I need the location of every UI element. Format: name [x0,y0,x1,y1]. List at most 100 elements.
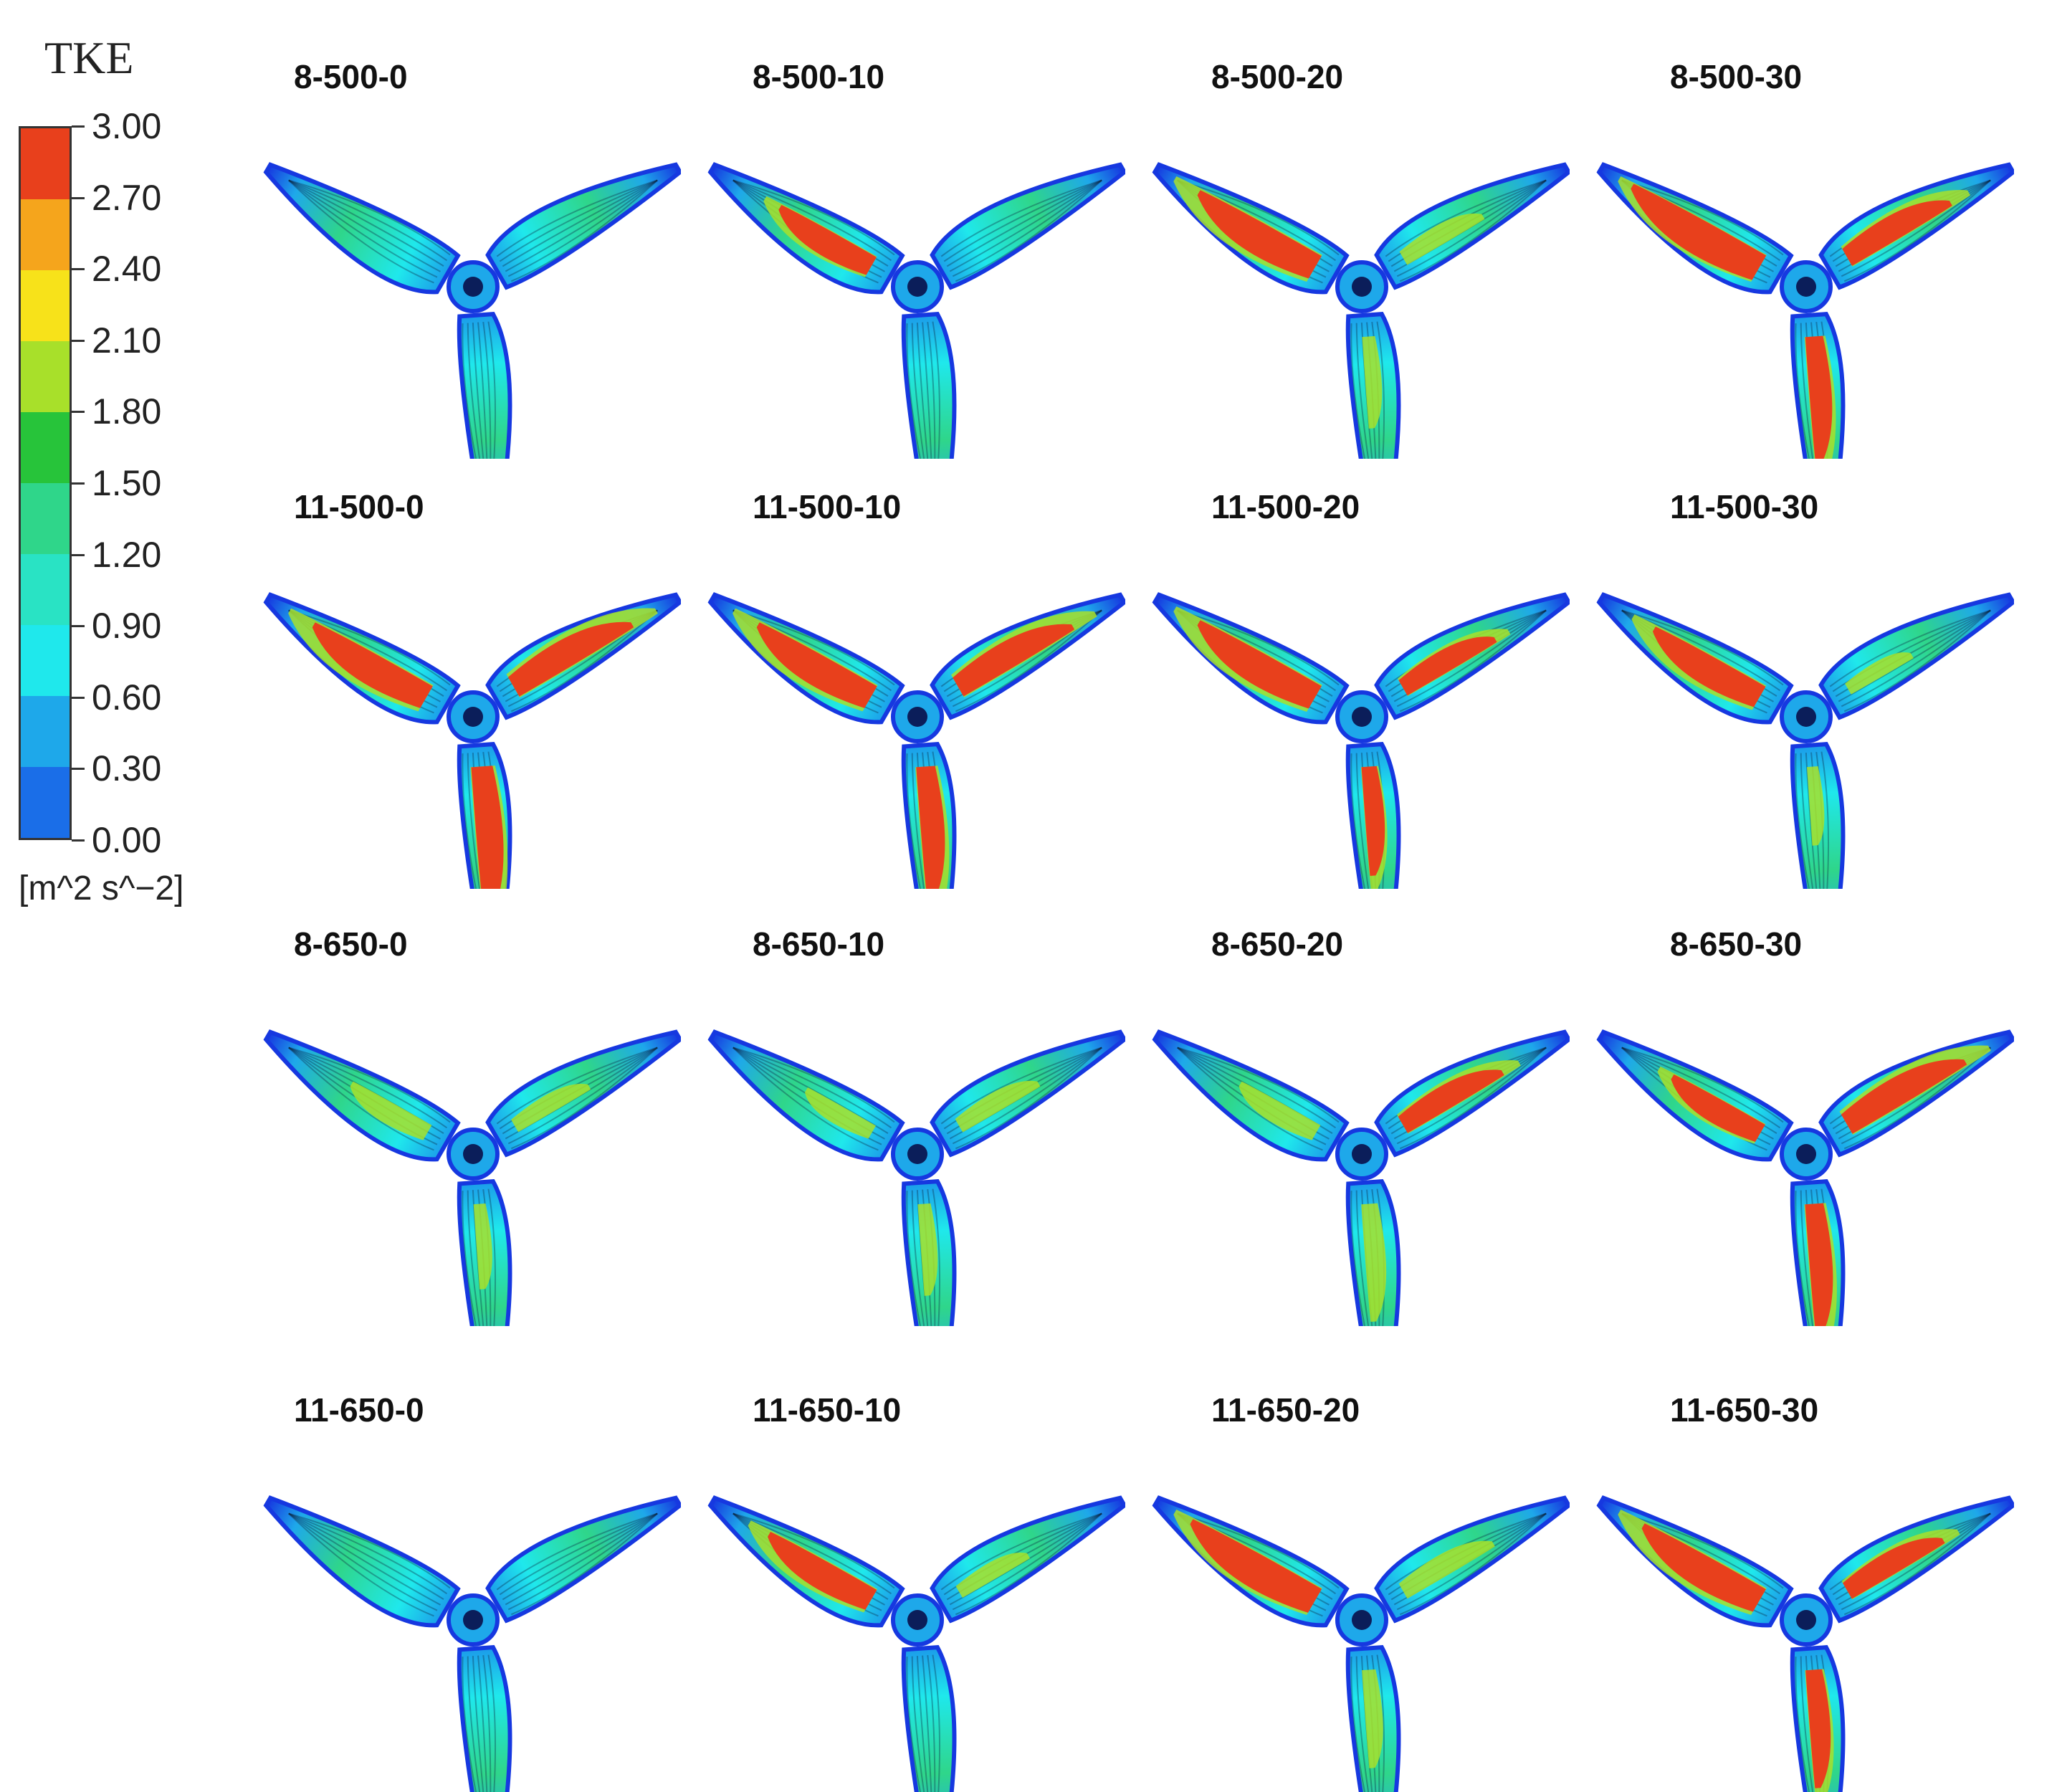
blade-streamline [932,1188,941,1326]
tke-hot-region [756,622,877,708]
blade-streamline [1800,753,1814,889]
blade-streamline [467,1190,481,1326]
blade-streamline [911,1656,925,1792]
blade-streamline [1376,1654,1385,1792]
panel-label: 8-500-30 [1670,58,1803,95]
blade-streamline [1177,1047,1323,1151]
hub-center [463,277,483,297]
blade-streamline [1385,179,1547,257]
blade-streamline [502,1512,658,1601]
rotor-panel: 8-650-20 [1125,882,1570,1326]
blade-streamline [462,1191,477,1326]
legend-title: TKE [44,32,134,83]
tke-hot-region [1671,1074,1765,1142]
blade-streamline [732,1512,892,1595]
tke-hot-region [1631,184,1767,280]
blade-streamline [732,179,895,256]
rotor-rendering [1152,592,1570,889]
tke-warm-region [1845,652,1914,695]
hub-center [1352,707,1372,727]
blade-streamline [505,179,658,272]
rotor-panel: 8-500-30 [1570,14,2014,459]
rotor-panel: 8-650-10 [681,882,1125,1326]
legend-tick-mark [72,553,85,556]
blade-streamline [1841,609,1991,707]
panel-label: 11-500-10 [753,488,902,525]
rotor-panel: 11-650-20 [1125,1348,1570,1792]
blade-streamline [952,1047,1102,1145]
blade-streamline [487,1188,497,1326]
blade-streamline [911,323,925,459]
panel-label: 8-650-10 [753,925,885,963]
blade-streamline [467,323,481,459]
panel-label: 11-650-30 [1670,1391,1819,1429]
blade-streamline [507,179,658,277]
blade-streamline [496,1047,658,1125]
rotor-blade [485,1495,681,1624]
blade-streamline [288,179,448,262]
tke-hot-region [1843,1538,1945,1599]
rotor-panel: 8-650-0 [237,882,681,1326]
blade-streamline [1621,179,1784,256]
rotor-rendering [1596,1029,2014,1326]
blade-streamline [1800,323,1814,459]
blade-streamline [732,1512,895,1589]
hub-center [1352,277,1372,297]
hub-center [463,1144,483,1164]
tke-hot-region [312,622,433,708]
rotor-rendering [707,1495,1125,1792]
tke-warm-region [804,1087,877,1139]
blade-streamline [1396,179,1547,277]
blade-streamline [288,1512,434,1617]
tke-hot-region [1398,637,1497,696]
blade-streamline [916,1656,929,1792]
blade-streamline [932,321,941,459]
blade-streamline [955,179,1102,282]
legend-band [21,412,70,483]
blade-streamline [1350,753,1366,889]
blade-streamline [1795,1191,1810,1326]
blade-streamline [1396,609,1547,707]
panel-label: 11-500-20 [1211,488,1360,525]
hub-center [1796,707,1816,727]
rotor-rendering [1152,1495,1570,1792]
blade-streamline [1177,609,1340,686]
panel-label: 11-650-10 [753,1391,902,1429]
blade-streamline [943,179,1102,262]
blade-streamline [940,1047,1102,1125]
panel-label: 8-500-10 [753,58,885,95]
blade-streamline [1621,1047,1781,1129]
legend-tick-label: 0.90 [92,606,162,647]
blade-streamline [288,1047,448,1129]
tke-warm-region [473,1203,492,1290]
blade-streamline [288,179,438,278]
panel-label: 11-650-0 [294,1391,424,1429]
panel-label: 8-650-30 [1670,925,1803,963]
blade-streamline [472,1656,485,1792]
blade-streamline [510,1047,658,1150]
rotor-panel: 11-500-10 [681,444,1125,889]
blade-streamline [952,179,1102,277]
blade-streamline [1396,1512,1547,1611]
tke-hot-region [507,621,634,697]
tke-hot-region [1841,1059,1967,1134]
rotor-blade [263,1495,461,1628]
blade-streamline [906,323,922,459]
tke-warm-region [350,1081,432,1140]
blade-streamline [916,323,929,459]
rotor-rendering [263,1029,681,1326]
tke-warm-region [1362,1669,1383,1768]
blade-streamline [1396,1047,1547,1145]
blade-streamline [1795,753,1810,889]
rotor-blade [485,162,681,290]
legend-tick-mark [72,268,85,271]
blade-streamline [1843,1512,1991,1616]
blade-streamline [1177,1047,1340,1123]
blade-streamline [952,1512,1102,1611]
blade-streamline [1355,1656,1370,1792]
hub-center [907,277,927,297]
blade-streamline [499,1512,658,1596]
blade-streamline [477,1655,488,1792]
tke-color-legend: TKE 3.00 2.70 2.40 2.10 1.80 1.50 1.20 0.90 0.60… [0,0,237,932]
tke-hot-region [1398,1069,1504,1133]
